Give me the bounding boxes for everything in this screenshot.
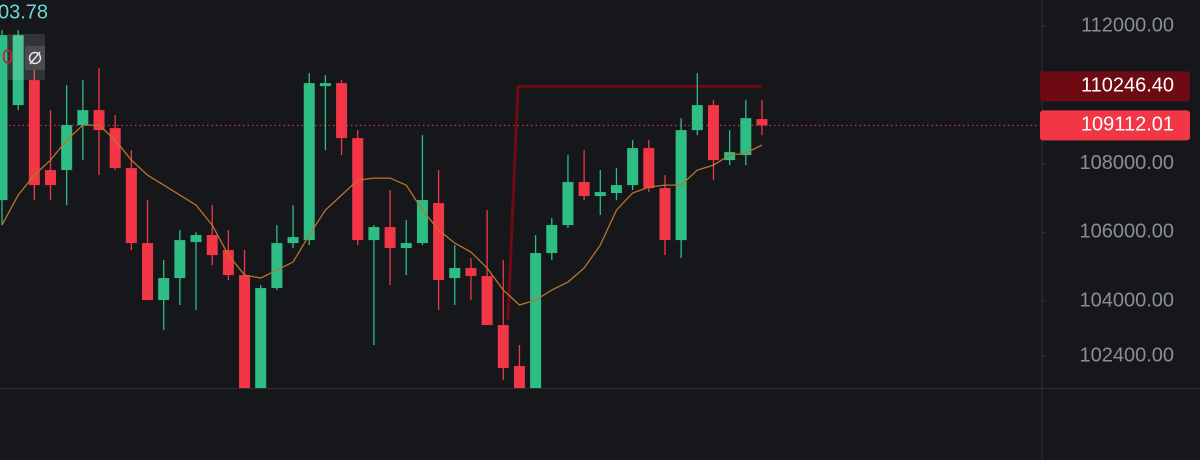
legend-overlay: 03.78 0 [0,1,48,80]
candle-body [724,152,736,161]
moving-average [1,124,763,306]
candle-body [578,182,590,197]
candle-body [594,192,606,197]
candle-body [336,83,348,139]
candle-body [659,188,671,241]
hide-icon-slash [29,51,41,65]
candle-body [627,148,639,186]
candle-body [352,138,364,241]
candle-body [449,268,461,279]
candle-body [465,268,477,277]
candle-body [643,148,655,189]
candle-body [61,125,73,171]
y-tick-label: 102400.00 [1079,344,1174,366]
candle-body [45,170,57,186]
legend-value: 03.78 [0,1,48,23]
y-tick-label: 108000.00 [1079,152,1174,174]
candle-body [400,243,412,249]
plot-area [0,30,1042,388]
hide-icon [28,51,42,65]
candle-body [125,168,137,244]
candle-body [562,182,574,226]
candle-body [255,288,267,388]
candle-body [707,105,719,161]
candle-body [756,119,768,126]
candle-body [497,325,509,369]
candle-body [416,200,428,244]
candle-body [481,276,493,326]
candle-body [206,235,218,256]
price-label: 110246.40 [1081,75,1174,97]
price-label-box [1040,71,1190,102]
candle-body [530,253,542,388]
candle-body [0,35,8,201]
candle-body [319,83,331,87]
legend-change: 0 [2,46,13,68]
candle-body [28,80,40,186]
y-tick-label: 104000.00 [1079,289,1174,311]
candle-body [287,237,299,244]
candle-body [433,203,445,281]
candle-body [546,225,558,254]
price-axis: 112000.00110000.00108000.00106000.001040… [1040,14,1190,366]
level-leg [506,86,520,321]
y-tick-label: 112000.00 [1081,14,1174,36]
candle-body [271,243,283,289]
candle-body [222,250,234,276]
candle-body [239,275,251,388]
candle-body [12,35,24,106]
price-label-box [1040,110,1190,141]
candle-body [368,227,380,241]
y-tick-label: 106000.00 [1079,221,1174,243]
candle-body [174,240,186,279]
candle-body [303,83,315,241]
candle-body [610,185,622,194]
candle-body [109,128,121,169]
candle-body [740,118,752,156]
candle-body [190,235,202,243]
candle-body [691,105,703,131]
candle-body [384,227,396,249]
candle-body [142,243,154,301]
candle-body [93,110,105,131]
candle-body [158,278,170,301]
price-label: 109112.01 [1081,114,1174,136]
candle-body [513,366,525,388]
candle-body [77,110,89,126]
